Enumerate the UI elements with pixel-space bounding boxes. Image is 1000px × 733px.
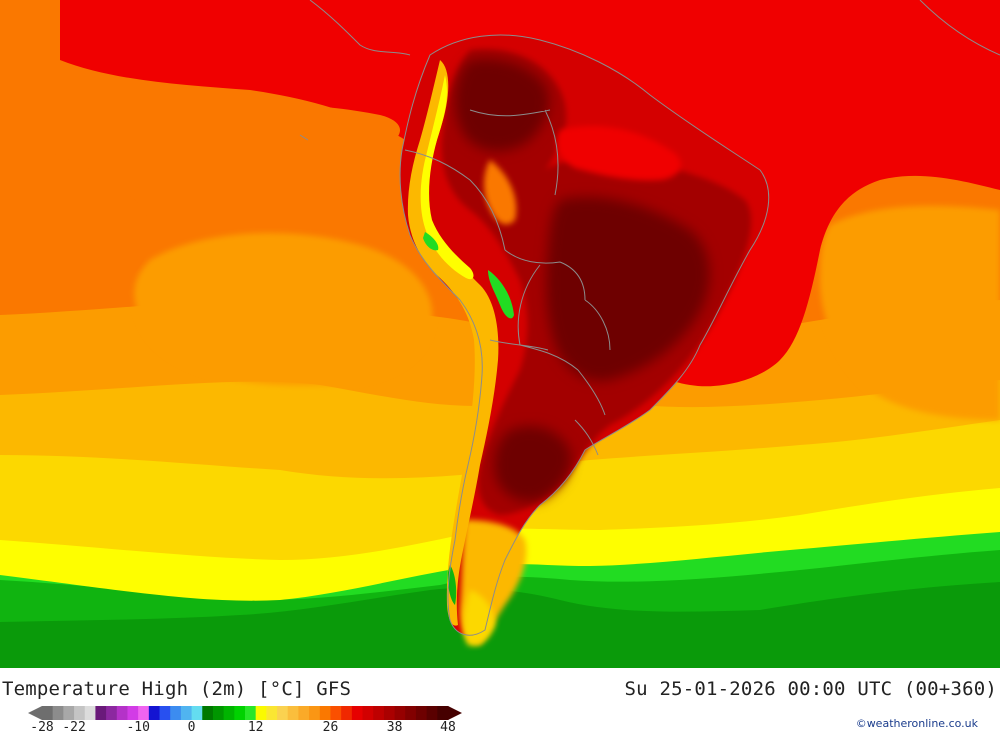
scale-swatch <box>234 706 246 720</box>
scale-swatch <box>362 706 374 720</box>
interior-core <box>546 196 710 381</box>
brazil-northeast-mild <box>556 126 681 181</box>
scale-tick-label: 0 <box>188 720 196 733</box>
scale-swatch <box>298 706 310 720</box>
scale-swatch <box>170 706 182 720</box>
map-footer: Temperature High (2m) [°C] GFS Su 25-01-… <box>0 668 1000 733</box>
scale-swatch <box>212 706 225 720</box>
scale-swatch <box>330 706 342 720</box>
scale-swatch <box>74 706 86 720</box>
scale-swatch <box>266 706 278 720</box>
andes-green-a <box>423 232 439 251</box>
amazon-core <box>455 58 550 152</box>
scale-swatch <box>84 706 96 720</box>
scale-swatch <box>95 706 107 720</box>
credit-link[interactable]: ©weatheronline.co.uk <box>855 717 978 730</box>
scale-tick-label: 26 <box>323 720 339 733</box>
scale-swatch <box>255 706 267 720</box>
scale-arrow-low <box>28 706 42 720</box>
scale-tick-label: 48 <box>440 720 456 733</box>
andes-green-b <box>488 270 514 319</box>
scale-arrow-high <box>448 706 462 720</box>
scale-swatch <box>277 706 289 720</box>
scale-tick-label: -22 <box>62 720 85 733</box>
scale-swatch <box>287 706 299 720</box>
pacific-warm-west <box>0 140 151 298</box>
scale-swatch <box>148 706 161 720</box>
scale-tick-label: 38 <box>387 720 403 733</box>
scale-swatch <box>319 706 331 720</box>
map-title: Temperature High (2m) [°C] GFS <box>2 678 352 700</box>
scale-swatch <box>191 706 203 720</box>
scale-swatch <box>180 706 193 720</box>
scale-swatch <box>341 706 353 720</box>
andes-temperate <box>407 60 499 626</box>
scale-swatch <box>373 706 385 720</box>
scale-swatch <box>351 706 364 720</box>
valid-time: Su 25-01-2026 00:00 UTC (00+360) <box>624 678 997 700</box>
scale-swatch <box>383 706 396 720</box>
pacific-warm-tongue <box>0 100 400 153</box>
temperature-map <box>0 0 1000 668</box>
scale-swatch <box>415 706 428 720</box>
patagonia-cool <box>463 590 495 646</box>
pampas-core <box>494 426 571 502</box>
scale-swatch <box>106 706 118 720</box>
scale-swatch <box>127 706 139 720</box>
scale-swatch <box>42 706 54 720</box>
scale-swatch <box>309 706 321 720</box>
scale-swatch <box>405 706 417 720</box>
scale-tick-label: -10 <box>126 720 149 733</box>
pacific-mild-pool <box>134 233 433 386</box>
country-borders <box>299 0 1000 636</box>
scale-swatch <box>223 706 235 720</box>
scale-swatch <box>394 706 406 720</box>
scale-swatch <box>245 706 257 720</box>
scale-tick-label: 12 <box>248 720 264 733</box>
andes-yellow <box>420 75 474 280</box>
andes-green-c <box>447 565 457 605</box>
scale-swatch <box>116 706 128 720</box>
scale-swatch <box>138 706 150 720</box>
scale-swatch <box>52 706 64 720</box>
scale-swatch <box>437 706 449 720</box>
coast-warm <box>484 160 517 225</box>
scale-swatch <box>426 706 438 720</box>
scale-swatch <box>159 706 171 720</box>
scale-swatch <box>202 706 214 720</box>
color-scale-legend: -28 -22 -10 0 12 26 38 48 <box>28 706 462 733</box>
scale-swatch <box>63 706 75 720</box>
atlantic-mild-pool <box>820 205 1000 420</box>
scale-tick-label: -28 <box>30 720 53 733</box>
